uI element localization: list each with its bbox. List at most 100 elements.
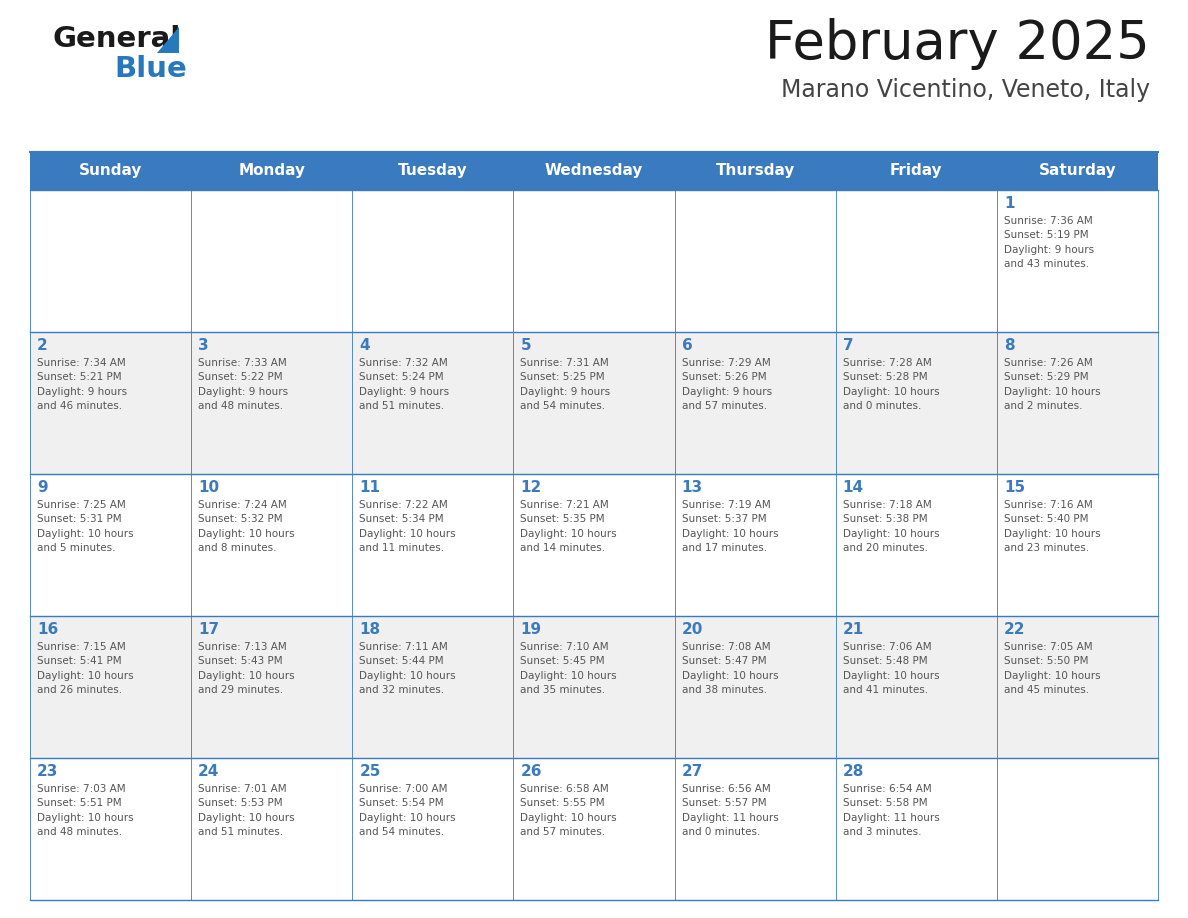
Bar	[30, 474, 191, 616]
Bar	[513, 332, 675, 474]
Text: Thursday: Thursday	[715, 163, 795, 178]
Text: Sunrise: 7:11 AM
Sunset: 5:44 PM
Daylight: 10 hours
and 32 minutes.: Sunrise: 7:11 AM Sunset: 5:44 PM Dayligh…	[359, 642, 456, 695]
Text: 28: 28	[842, 764, 864, 779]
Text: Sunrise: 7:15 AM
Sunset: 5:41 PM
Daylight: 10 hours
and 26 minutes.: Sunrise: 7:15 AM Sunset: 5:41 PM Dayligh…	[37, 642, 133, 695]
Bar	[997, 616, 1158, 758]
Text: Sunrise: 7:00 AM
Sunset: 5:54 PM
Daylight: 10 hours
and 54 minutes.: Sunrise: 7:00 AM Sunset: 5:54 PM Dayligh…	[359, 784, 456, 837]
Bar	[191, 190, 353, 332]
Text: Sunrise: 7:01 AM
Sunset: 5:53 PM
Daylight: 10 hours
and 51 minutes.: Sunrise: 7:01 AM Sunset: 5:53 PM Dayligh…	[198, 784, 295, 837]
Text: Sunrise: 7:21 AM
Sunset: 5:35 PM
Daylight: 10 hours
and 14 minutes.: Sunrise: 7:21 AM Sunset: 5:35 PM Dayligh…	[520, 500, 617, 554]
Text: 14: 14	[842, 480, 864, 495]
Text: Friday: Friday	[890, 163, 942, 178]
Bar	[675, 332, 835, 474]
Bar	[513, 758, 675, 900]
Text: Sunrise: 7:05 AM
Sunset: 5:50 PM
Daylight: 10 hours
and 45 minutes.: Sunrise: 7:05 AM Sunset: 5:50 PM Dayligh…	[1004, 642, 1100, 695]
Text: 26: 26	[520, 764, 542, 779]
Bar	[191, 758, 353, 900]
Text: Sunrise: 7:06 AM
Sunset: 5:48 PM
Daylight: 10 hours
and 41 minutes.: Sunrise: 7:06 AM Sunset: 5:48 PM Dayligh…	[842, 642, 940, 695]
Bar	[997, 332, 1158, 474]
Bar	[30, 758, 191, 900]
Text: 23: 23	[37, 764, 58, 779]
Text: Sunrise: 7:34 AM
Sunset: 5:21 PM
Daylight: 9 hours
and 46 minutes.: Sunrise: 7:34 AM Sunset: 5:21 PM Dayligh…	[37, 358, 127, 411]
Bar	[835, 758, 997, 900]
Bar	[835, 474, 997, 616]
Bar	[353, 616, 513, 758]
Bar	[191, 474, 353, 616]
Bar	[353, 190, 513, 332]
Text: 9: 9	[37, 480, 48, 495]
Text: Sunrise: 7:13 AM
Sunset: 5:43 PM
Daylight: 10 hours
and 29 minutes.: Sunrise: 7:13 AM Sunset: 5:43 PM Dayligh…	[198, 642, 295, 695]
Text: Sunrise: 7:24 AM
Sunset: 5:32 PM
Daylight: 10 hours
and 8 minutes.: Sunrise: 7:24 AM Sunset: 5:32 PM Dayligh…	[198, 500, 295, 554]
Text: Sunrise: 7:28 AM
Sunset: 5:28 PM
Daylight: 10 hours
and 0 minutes.: Sunrise: 7:28 AM Sunset: 5:28 PM Dayligh…	[842, 358, 940, 411]
Bar	[675, 190, 835, 332]
Bar	[675, 616, 835, 758]
Bar	[997, 474, 1158, 616]
Text: 10: 10	[198, 480, 220, 495]
Text: Marano Vicentino, Veneto, Italy: Marano Vicentino, Veneto, Italy	[781, 78, 1150, 102]
Text: Sunrise: 6:58 AM
Sunset: 5:55 PM
Daylight: 10 hours
and 57 minutes.: Sunrise: 6:58 AM Sunset: 5:55 PM Dayligh…	[520, 784, 617, 837]
Text: 12: 12	[520, 480, 542, 495]
Text: Sunrise: 7:33 AM
Sunset: 5:22 PM
Daylight: 9 hours
and 48 minutes.: Sunrise: 7:33 AM Sunset: 5:22 PM Dayligh…	[198, 358, 289, 411]
Bar	[30, 190, 191, 332]
Text: 16: 16	[37, 622, 58, 637]
Bar	[675, 474, 835, 616]
Text: Sunrise: 7:32 AM
Sunset: 5:24 PM
Daylight: 9 hours
and 51 minutes.: Sunrise: 7:32 AM Sunset: 5:24 PM Dayligh…	[359, 358, 449, 411]
Text: Sunday: Sunday	[78, 163, 143, 178]
Text: 4: 4	[359, 338, 369, 353]
Text: 24: 24	[198, 764, 220, 779]
Text: 18: 18	[359, 622, 380, 637]
Bar	[191, 616, 353, 758]
Text: Sunrise: 7:22 AM
Sunset: 5:34 PM
Daylight: 10 hours
and 11 minutes.: Sunrise: 7:22 AM Sunset: 5:34 PM Dayligh…	[359, 500, 456, 554]
Text: Blue: Blue	[114, 55, 187, 83]
Text: 1: 1	[1004, 196, 1015, 211]
Bar	[30, 616, 191, 758]
Text: 11: 11	[359, 480, 380, 495]
Text: 21: 21	[842, 622, 864, 637]
Bar	[353, 758, 513, 900]
Text: Sunrise: 7:29 AM
Sunset: 5:26 PM
Daylight: 9 hours
and 57 minutes.: Sunrise: 7:29 AM Sunset: 5:26 PM Dayligh…	[682, 358, 772, 411]
Text: Wednesday: Wednesday	[545, 163, 643, 178]
Text: Sunrise: 7:10 AM
Sunset: 5:45 PM
Daylight: 10 hours
and 35 minutes.: Sunrise: 7:10 AM Sunset: 5:45 PM Dayligh…	[520, 642, 617, 695]
Text: Sunrise: 7:25 AM
Sunset: 5:31 PM
Daylight: 10 hours
and 5 minutes.: Sunrise: 7:25 AM Sunset: 5:31 PM Dayligh…	[37, 500, 133, 554]
Text: Saturday: Saturday	[1038, 163, 1117, 178]
Bar	[997, 758, 1158, 900]
Text: 5: 5	[520, 338, 531, 353]
Text: Sunrise: 7:36 AM
Sunset: 5:19 PM
Daylight: 9 hours
and 43 minutes.: Sunrise: 7:36 AM Sunset: 5:19 PM Dayligh…	[1004, 216, 1094, 269]
Text: 20: 20	[682, 622, 703, 637]
Bar	[353, 332, 513, 474]
Text: Sunrise: 7:26 AM
Sunset: 5:29 PM
Daylight: 10 hours
and 2 minutes.: Sunrise: 7:26 AM Sunset: 5:29 PM Dayligh…	[1004, 358, 1100, 411]
Text: 13: 13	[682, 480, 702, 495]
Bar	[513, 190, 675, 332]
Text: Sunrise: 7:18 AM
Sunset: 5:38 PM
Daylight: 10 hours
and 20 minutes.: Sunrise: 7:18 AM Sunset: 5:38 PM Dayligh…	[842, 500, 940, 554]
Text: Sunrise: 7:16 AM
Sunset: 5:40 PM
Daylight: 10 hours
and 23 minutes.: Sunrise: 7:16 AM Sunset: 5:40 PM Dayligh…	[1004, 500, 1100, 554]
Text: February 2025: February 2025	[765, 18, 1150, 70]
Bar	[30, 332, 191, 474]
Text: 15: 15	[1004, 480, 1025, 495]
Text: Sunrise: 6:56 AM
Sunset: 5:57 PM
Daylight: 11 hours
and 0 minutes.: Sunrise: 6:56 AM Sunset: 5:57 PM Dayligh…	[682, 784, 778, 837]
Text: 22: 22	[1004, 622, 1025, 637]
Text: Sunrise: 7:31 AM
Sunset: 5:25 PM
Daylight: 9 hours
and 54 minutes.: Sunrise: 7:31 AM Sunset: 5:25 PM Dayligh…	[520, 358, 611, 411]
Text: 6: 6	[682, 338, 693, 353]
Text: 19: 19	[520, 622, 542, 637]
Text: Sunrise: 7:19 AM
Sunset: 5:37 PM
Daylight: 10 hours
and 17 minutes.: Sunrise: 7:19 AM Sunset: 5:37 PM Dayligh…	[682, 500, 778, 554]
Bar	[30, 152, 1158, 190]
Bar	[513, 616, 675, 758]
Text: 7: 7	[842, 338, 853, 353]
Text: 8: 8	[1004, 338, 1015, 353]
Text: 2: 2	[37, 338, 48, 353]
Bar	[675, 758, 835, 900]
Bar	[353, 474, 513, 616]
Bar	[513, 474, 675, 616]
Text: 3: 3	[198, 338, 209, 353]
Bar	[835, 616, 997, 758]
Text: 17: 17	[198, 622, 220, 637]
Text: 25: 25	[359, 764, 380, 779]
Polygon shape	[157, 27, 179, 53]
Text: 27: 27	[682, 764, 703, 779]
Text: Tuesday: Tuesday	[398, 163, 468, 178]
Text: General: General	[52, 25, 181, 53]
Bar	[835, 190, 997, 332]
Text: Monday: Monday	[239, 163, 305, 178]
Bar	[191, 332, 353, 474]
Text: Sunrise: 7:08 AM
Sunset: 5:47 PM
Daylight: 10 hours
and 38 minutes.: Sunrise: 7:08 AM Sunset: 5:47 PM Dayligh…	[682, 642, 778, 695]
